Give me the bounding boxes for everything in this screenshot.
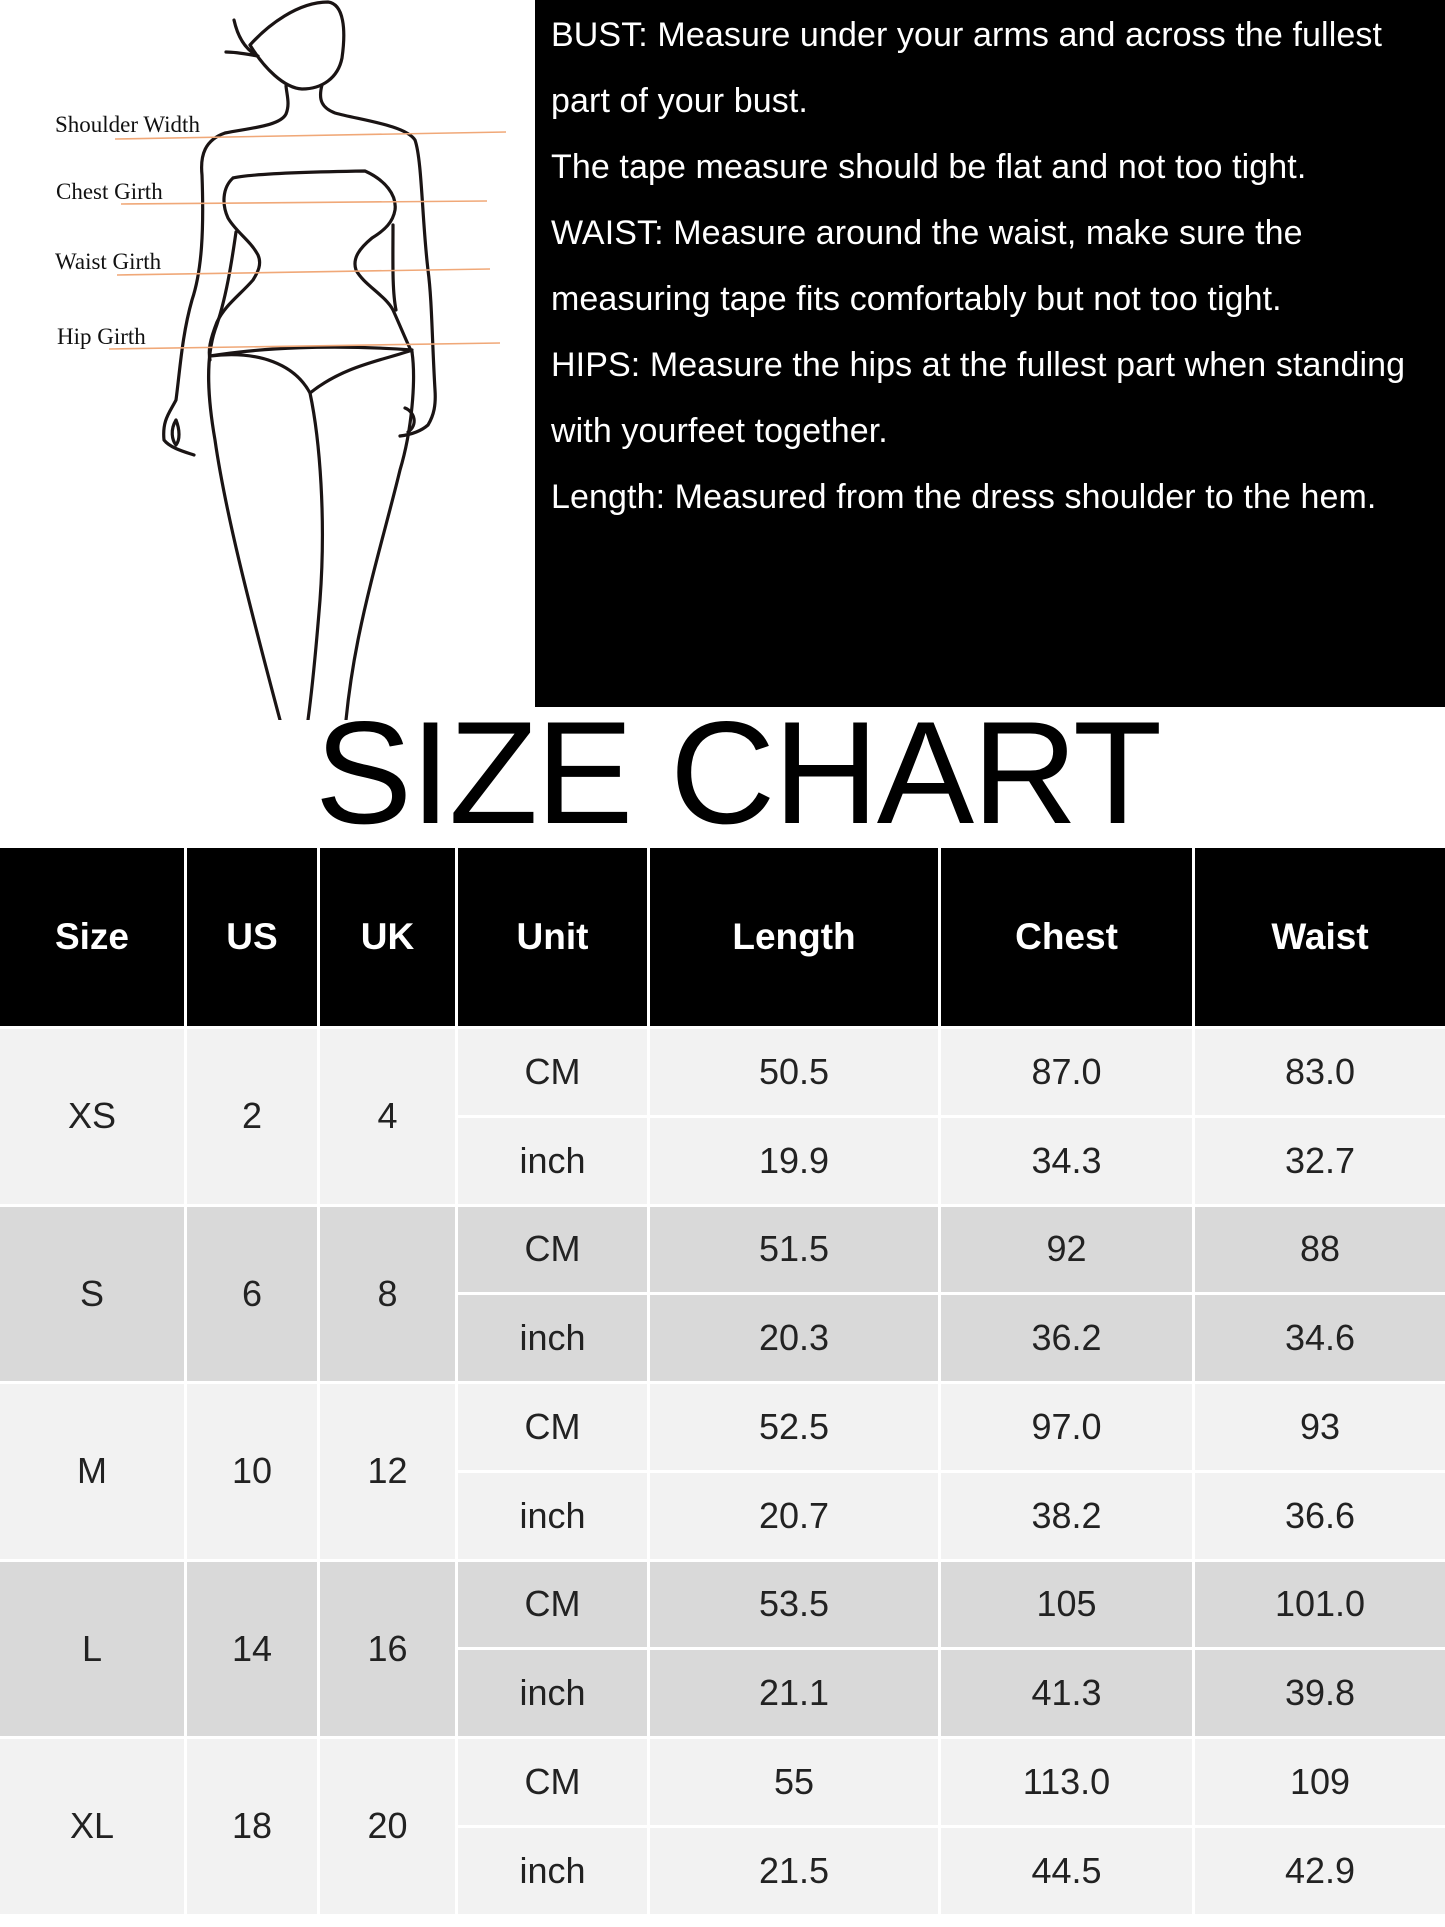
label-chest-girth: Chest Girth <box>56 179 163 204</box>
cell-waist-cm: 88 <box>1195 1206 1445 1293</box>
cell-length-cm: 53.5 <box>650 1561 938 1648</box>
waist-line <box>116 268 491 276</box>
header-unit: Unit <box>458 848 647 1026</box>
measurement-lines <box>108 131 507 350</box>
cell-length-inch: 20.7 <box>650 1472 938 1559</box>
cell-size: L <box>0 1561 184 1736</box>
guide-hips: HIPS: Measure the hips at the fullest pa… <box>551 346 1406 450</box>
cell-length-inch: 19.9 <box>650 1117 938 1204</box>
cell-size: M <box>0 1384 184 1559</box>
body-outline <box>162 0 437 720</box>
cell-unit-cm: CM <box>458 1739 647 1825</box>
cell-us: 6 <box>187 1206 317 1381</box>
cell-unit-inch: inch <box>458 1295 647 1381</box>
cell-waist-cm: 101.0 <box>1195 1561 1445 1648</box>
cell-length-cm: 52.5 <box>650 1384 938 1470</box>
body-measurement-figure: Shoulder Width Chest Girth Waist Girth H… <box>55 0 507 720</box>
cell-uk: 20 <box>320 1739 455 1914</box>
cell-length-cm: 51.5 <box>650 1206 938 1293</box>
label-shoulder-width: Shoulder Width <box>55 112 200 137</box>
cell-us: 18 <box>187 1739 317 1914</box>
guide-bust: BUST: Measure under your arms and across… <box>551 16 1383 120</box>
page-title: SIZE CHART <box>314 691 1162 854</box>
cell-waist-cm: 109 <box>1195 1739 1445 1825</box>
cell-waist-inch: 34.6 <box>1195 1295 1445 1381</box>
cell-waist-inch: 39.8 <box>1195 1650 1445 1736</box>
cell-chest-inch: 44.5 <box>941 1827 1192 1914</box>
cell-chest-inch: 34.3 <box>941 1117 1192 1204</box>
cell-length-inch: 21.1 <box>650 1650 938 1736</box>
header-length: Length <box>650 848 938 1026</box>
cell-length-inch: 21.5 <box>650 1827 938 1914</box>
cell-chest-inch: 36.2 <box>941 1295 1192 1381</box>
cell-uk: 4 <box>320 1029 455 1204</box>
cell-uk: 12 <box>320 1384 455 1559</box>
cell-unit-inch: inch <box>458 1827 647 1914</box>
cell-waist-inch: 32.7 <box>1195 1117 1445 1204</box>
guide-length: Length: Measured from the dress shoulder… <box>551 478 1377 516</box>
hip-line <box>108 342 501 350</box>
cell-us: 14 <box>187 1561 317 1736</box>
cell-chest-cm: 113.0 <box>941 1739 1192 1825</box>
header-us: US <box>187 848 317 1026</box>
cell-unit-cm: CM <box>458 1029 647 1115</box>
cell-unit-inch: inch <box>458 1472 647 1559</box>
cell-chest-inch: 38.2 <box>941 1472 1192 1559</box>
guide-waist: WAIST: Measure around the waist, make su… <box>551 214 1303 318</box>
cell-uk: 8 <box>320 1206 455 1381</box>
cell-unit-cm: CM <box>458 1384 647 1470</box>
measuring-guide: BUST: Measure under your arms and across… <box>535 0 1445 707</box>
cell-waist-inch: 42.9 <box>1195 1827 1445 1914</box>
shoulder-line <box>114 131 507 140</box>
cell-size: S <box>0 1206 184 1381</box>
cell-size: XS <box>0 1029 184 1204</box>
header-chest: Chest <box>941 848 1192 1026</box>
cell-uk: 16 <box>320 1561 455 1736</box>
cell-waist-cm: 83.0 <box>1195 1029 1445 1115</box>
cell-waist-inch: 36.6 <box>1195 1472 1445 1559</box>
cell-us: 10 <box>187 1384 317 1559</box>
cell-length-cm: 55 <box>650 1739 938 1825</box>
label-hip-girth: Hip Girth <box>57 324 146 349</box>
cell-length-inch: 20.3 <box>650 1295 938 1381</box>
cell-chest-cm: 105 <box>941 1561 1192 1648</box>
header-waist: Waist <box>1195 848 1445 1026</box>
cell-us: 2 <box>187 1029 317 1204</box>
chest-line <box>120 200 488 205</box>
cell-unit-inch: inch <box>458 1117 647 1204</box>
cell-chest-cm: 97.0 <box>941 1384 1192 1470</box>
cell-unit-cm: CM <box>458 1561 647 1648</box>
header-uk: UK <box>320 848 455 1026</box>
cell-unit-inch: inch <box>458 1650 647 1736</box>
cell-size: XL <box>0 1739 184 1914</box>
label-waist-girth: Waist Girth <box>55 249 162 274</box>
cell-chest-cm: 87.0 <box>941 1029 1192 1115</box>
guide-tape: The tape measure should be flat and not … <box>551 148 1307 186</box>
cell-chest-cm: 92 <box>941 1206 1192 1293</box>
cell-length-cm: 50.5 <box>650 1029 938 1115</box>
cell-unit-cm: CM <box>458 1206 647 1293</box>
header-size: Size <box>0 848 184 1026</box>
cell-waist-cm: 93 <box>1195 1384 1445 1470</box>
cell-chest-inch: 41.3 <box>941 1650 1192 1736</box>
